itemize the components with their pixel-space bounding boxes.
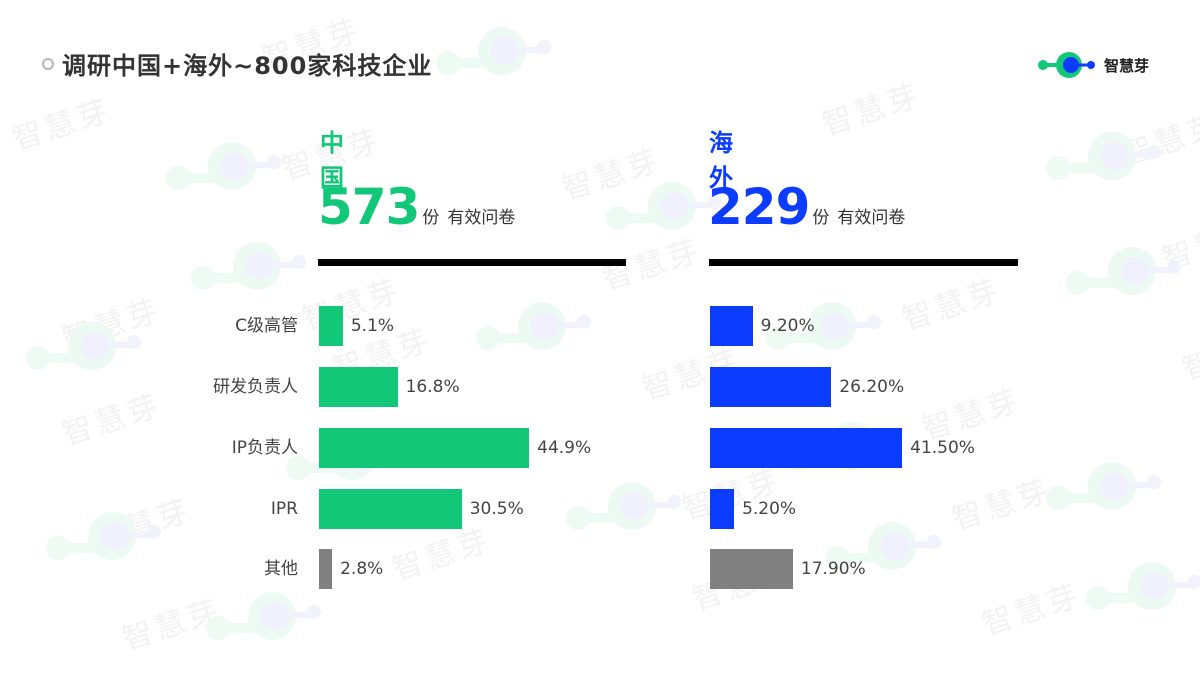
- watermark-text: 智慧芽: [948, 472, 1056, 538]
- china-bar: [319, 428, 530, 468]
- panel-count-overseas: 229 份 有效问卷: [708, 180, 905, 234]
- watermark-logo-icon: [1066, 247, 1181, 295]
- watermark-text: 智慧芽: [818, 77, 926, 143]
- china-bar-value: 44.9%: [537, 438, 592, 458]
- category-label: 研发负责人: [213, 377, 298, 397]
- overseas-bar: [710, 367, 832, 407]
- category-label: 其他: [264, 559, 298, 579]
- overseas-bar: [710, 549, 793, 589]
- brand-logo: 智慧芽: [1036, 50, 1149, 80]
- china-bar: [319, 549, 333, 589]
- watermark-logo-icon: [191, 242, 306, 290]
- china-bar: [319, 367, 398, 407]
- watermark-logo-icon: [1086, 562, 1200, 610]
- panel-title-china: 中国: [320, 129, 344, 192]
- watermark-text: 智慧芽: [898, 272, 1006, 338]
- divider-china: [318, 259, 626, 266]
- category-label: IPR: [270, 499, 298, 519]
- china-bar-value: 5.1%: [350, 316, 395, 336]
- watermark-logo-icon: [46, 512, 161, 560]
- overseas-bar-value: 5.20%: [742, 499, 797, 519]
- count-desc-china: 有效问卷: [447, 208, 516, 228]
- brand-name: 智慧芽: [1104, 56, 1150, 75]
- watermark-text: 智慧芽: [558, 142, 666, 208]
- watermark-logo-icon: [206, 592, 321, 640]
- overseas-bar: [710, 428, 903, 468]
- watermark-logo-icon: [1046, 462, 1161, 510]
- count-unit-china: 份: [422, 208, 440, 228]
- china-bar: [319, 306, 343, 346]
- china-bar-value: 30.5%: [469, 499, 524, 519]
- watermark-text: 智慧芽: [978, 577, 1086, 643]
- watermark-text: 智慧芽: [58, 387, 166, 453]
- count-number-overseas: 229: [708, 178, 810, 236]
- count-number-china: 573: [318, 178, 420, 236]
- category-label: C级高管: [235, 316, 298, 336]
- watermark-text: 智慧芽: [1118, 107, 1200, 173]
- molecule-logo-icon: [1038, 52, 1095, 78]
- watermark-text: 智慧芽: [1158, 212, 1200, 278]
- overseas-bar-value: 9.20%: [760, 316, 815, 336]
- count-unit-overseas: 份: [812, 208, 830, 228]
- count-desc-overseas: 有效问卷: [837, 208, 906, 228]
- watermark-logo-icon: [26, 322, 141, 370]
- panel-count-china: 573 份 有效问卷: [318, 180, 515, 234]
- watermark-logo-icon: [566, 482, 681, 530]
- overseas-bar-value: 41.50%: [910, 438, 975, 458]
- panel-title-overseas: 海外: [709, 129, 733, 192]
- watermark-text: 智慧芽: [118, 592, 226, 658]
- slide-header: 调研中国+海外~800家科技企业: [42, 46, 432, 81]
- china-bar-value: 2.8%: [340, 559, 384, 579]
- ring-bullet-icon: [42, 57, 54, 70]
- overseas-bar: [710, 306, 753, 346]
- watermark-text: 智慧芽: [1178, 322, 1200, 388]
- category-label: IP负责人: [231, 438, 298, 458]
- overseas-bar: [710, 489, 735, 529]
- overseas-bar-value: 17.90%: [800, 559, 866, 579]
- watermark-text: 智慧芽: [58, 292, 166, 358]
- watermark-logo-icon: [166, 142, 281, 190]
- slide-title: 调研中国+海外~800家科技企业: [62, 52, 433, 80]
- china-bar-value: 16.8%: [405, 377, 460, 397]
- overseas-bar-value: 26.20%: [839, 377, 905, 397]
- watermark-logo-icon: [476, 302, 591, 350]
- watermark-logo-icon: [1046, 132, 1161, 180]
- china-bar: [319, 489, 462, 529]
- watermark-logo-icon: [436, 27, 551, 75]
- divider-overseas: [709, 259, 1018, 266]
- watermark-text: 智慧芽: [8, 92, 116, 158]
